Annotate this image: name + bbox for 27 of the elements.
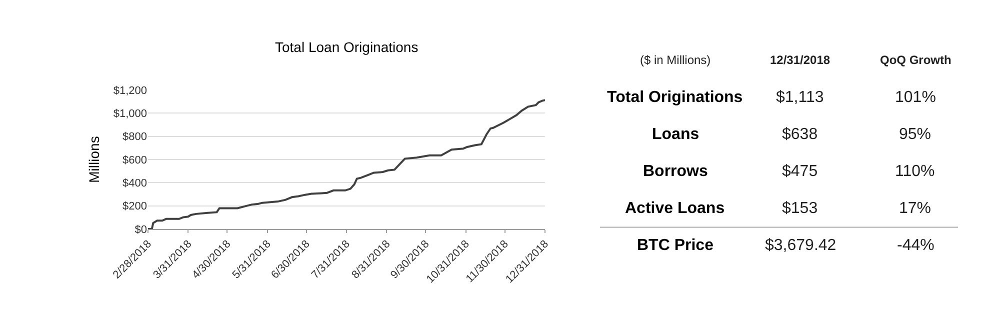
text: 101% [895, 89, 936, 106]
chart-title: Total Loan Originations [275, 39, 418, 55]
category-label: QoQ Growth [880, 53, 952, 67]
category-label: BTC Price [637, 237, 714, 254]
category-label: Loans [652, 126, 700, 143]
text: $638 [782, 126, 818, 143]
text: $475 [782, 163, 818, 180]
y-tick-label: $800 [122, 131, 147, 144]
category-label: 12/31/2018 [770, 53, 830, 67]
text: $3,679.42 [765, 237, 836, 254]
y-axis-title: Millions [86, 136, 102, 183]
text: -44% [897, 237, 934, 254]
y-tick-label: $1,000 [113, 108, 147, 120]
y-tick-label: $0 [134, 224, 147, 236]
text: 17% [899, 200, 932, 217]
category-label: Borrows [643, 163, 708, 180]
y-tick-label: $200 [122, 200, 147, 213]
text: ($ in Millions) [640, 53, 711, 67]
y-tick-label: $600 [122, 154, 147, 166]
category-label: Total Originations [607, 89, 743, 106]
text: $1,113 [776, 89, 824, 106]
text: 110% [895, 163, 935, 180]
text: $153 [782, 200, 818, 217]
y-tick-label: $400 [122, 178, 147, 190]
category-label: Active Loans [625, 200, 725, 217]
text: 95% [899, 126, 932, 143]
y-tick-label: $1,200 [113, 84, 147, 97]
